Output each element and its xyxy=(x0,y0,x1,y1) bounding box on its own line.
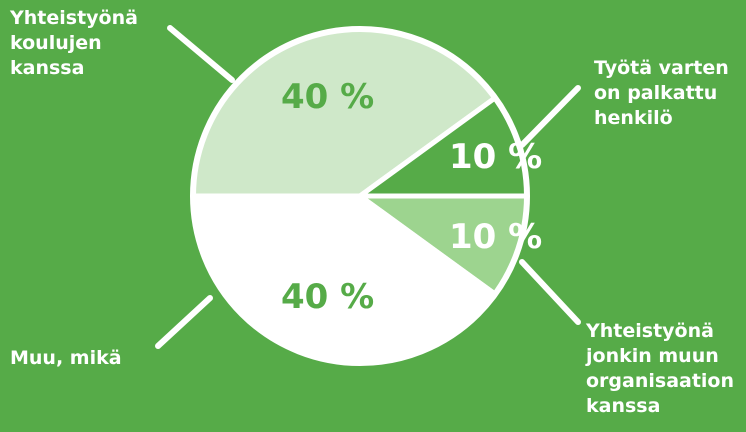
category-label-muu: Muu, mikä xyxy=(10,347,122,369)
slice-value-label-1: 10 % xyxy=(449,137,542,177)
category-label-palkattu: Työtä varten on palkattu henkilö xyxy=(594,57,729,129)
leader-line-0 xyxy=(167,25,235,83)
pie-outline xyxy=(190,26,530,366)
slice-value-label-2: 10 % xyxy=(449,217,542,257)
leader-line-3 xyxy=(155,295,213,349)
category-label-koulujen: Yhteistyönä koulujen kanssa xyxy=(10,7,138,79)
slice-value-label-3: 40 % xyxy=(281,277,374,317)
leader-line-2 xyxy=(519,259,581,325)
leader-line-1 xyxy=(519,85,581,148)
slice-value-label-0: 40 % xyxy=(281,77,374,117)
category-label-organisaatio: Yhteistyönä jonkin muun organisaation ka… xyxy=(586,320,735,417)
